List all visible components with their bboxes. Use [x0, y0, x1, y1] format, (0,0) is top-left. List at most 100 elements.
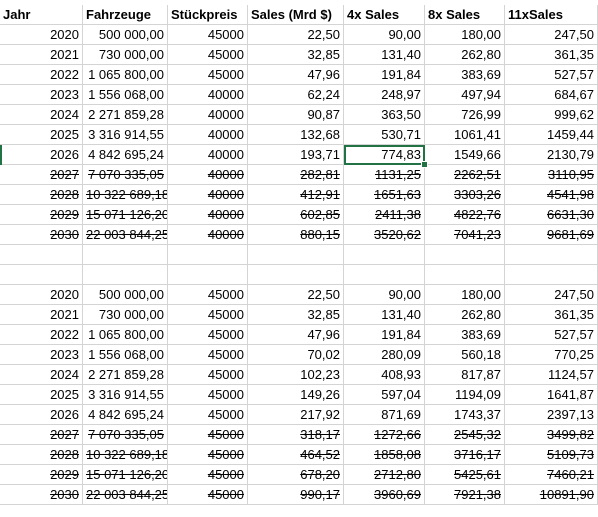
unit-price-cell[interactable]: 45000 — [168, 485, 248, 505]
unit-price-cell[interactable]: 40000 — [168, 105, 248, 125]
sales-cell[interactable]: 217,92 — [248, 405, 344, 425]
vehicles-cell[interactable]: 1 065 800,00 — [83, 65, 168, 85]
sales-11x-cell[interactable]: 361,35 — [505, 305, 598, 325]
sales-4x-cell[interactable]: 191,84 — [344, 65, 425, 85]
vehicles-cell[interactable]: 22 003 844,25 — [83, 225, 168, 245]
empty-cell[interactable] — [425, 265, 505, 285]
year-cell[interactable]: 2021 — [0, 45, 83, 65]
sales-4x-cell[interactable]: 871,69 — [344, 405, 425, 425]
sales-4x-cell[interactable]: 1272,66 — [344, 425, 425, 445]
year-cell[interactable]: 2026 — [0, 145, 83, 165]
vehicles-cell[interactable]: 2 271 859,28 — [83, 105, 168, 125]
year-cell[interactable]: 2023 — [0, 345, 83, 365]
empty-cell[interactable] — [425, 245, 505, 265]
selected-cell[interactable]: 774,83 — [344, 145, 425, 165]
year-cell[interactable]: 2027 — [0, 165, 83, 185]
sales-cell[interactable]: 282,81 — [248, 165, 344, 185]
empty-cell[interactable] — [248, 265, 344, 285]
unit-price-cell[interactable]: 45000 — [168, 425, 248, 445]
sales-8x-cell[interactable]: 383,69 — [425, 65, 505, 85]
sales-4x-cell[interactable]: 363,50 — [344, 105, 425, 125]
sales-8x-cell[interactable]: 1061,41 — [425, 125, 505, 145]
unit-price-cell[interactable]: 45000 — [168, 45, 248, 65]
year-cell[interactable]: 2026 — [0, 405, 83, 425]
sales-cell[interactable]: 678,20 — [248, 465, 344, 485]
header-sales[interactable]: Sales (Mrd $) — [248, 5, 344, 25]
sales-4x-cell[interactable]: 530,71 — [344, 125, 425, 145]
unit-price-cell[interactable]: 45000 — [168, 25, 248, 45]
sales-8x-cell[interactable]: 1549,66 — [425, 145, 505, 165]
sales-4x-cell[interactable]: 408,93 — [344, 365, 425, 385]
sales-8x-cell[interactable]: 180,00 — [425, 25, 505, 45]
year-cell[interactable]: 2024 — [0, 365, 83, 385]
sales-8x-cell[interactable]: 262,80 — [425, 305, 505, 325]
unit-price-cell[interactable]: 40000 — [168, 125, 248, 145]
empty-cell[interactable] — [83, 265, 168, 285]
sales-8x-cell[interactable]: 383,69 — [425, 325, 505, 345]
unit-price-cell[interactable]: 45000 — [168, 445, 248, 465]
sales-cell[interactable]: 464,52 — [248, 445, 344, 465]
unit-price-cell[interactable]: 40000 — [168, 205, 248, 225]
vehicles-cell[interactable]: 4 842 695,24 — [83, 405, 168, 425]
unit-price-cell[interactable]: 40000 — [168, 165, 248, 185]
unit-price-cell[interactable]: 45000 — [168, 325, 248, 345]
vehicles-cell[interactable]: 4 842 695,24 — [83, 145, 168, 165]
sales-11x-cell[interactable]: 247,50 — [505, 285, 598, 305]
sales-4x-cell[interactable]: 1858,08 — [344, 445, 425, 465]
sales-11x-cell[interactable]: 247,50 — [505, 25, 598, 45]
year-cell[interactable]: 2025 — [0, 385, 83, 405]
sales-11x-cell[interactable]: 10891,90 — [505, 485, 598, 505]
empty-cell[interactable] — [344, 265, 425, 285]
vehicles-cell[interactable]: 1 556 068,00 — [83, 345, 168, 365]
sales-8x-cell[interactable]: 1743,37 — [425, 405, 505, 425]
sales-11x-cell[interactable]: 684,67 — [505, 85, 598, 105]
vehicles-cell[interactable]: 2 271 859,28 — [83, 365, 168, 385]
sales-cell[interactable]: 62,24 — [248, 85, 344, 105]
sales-11x-cell[interactable]: 527,57 — [505, 65, 598, 85]
unit-price-cell[interactable]: 40000 — [168, 85, 248, 105]
vehicles-cell[interactable]: 500 000,00 — [83, 285, 168, 305]
sales-4x-cell[interactable]: 1651,63 — [344, 185, 425, 205]
sales-4x-cell[interactable]: 191,84 — [344, 325, 425, 345]
unit-price-cell[interactable]: 45000 — [168, 385, 248, 405]
sales-4x-cell[interactable]: 131,40 — [344, 45, 425, 65]
sales-11x-cell[interactable]: 4541,98 — [505, 185, 598, 205]
year-cell[interactable]: 2020 — [0, 25, 83, 45]
year-cell[interactable]: 2029 — [0, 205, 83, 225]
empty-cell[interactable] — [344, 245, 425, 265]
sales-cell[interactable]: 90,87 — [248, 105, 344, 125]
sales-11x-cell[interactable]: 7460,21 — [505, 465, 598, 485]
year-cell[interactable]: 2025 — [0, 125, 83, 145]
header-jahr[interactable]: Jahr — [0, 5, 83, 25]
year-cell[interactable]: 2028 — [0, 445, 83, 465]
sales-cell[interactable]: 22,50 — [248, 25, 344, 45]
sales-cell[interactable]: 47,96 — [248, 65, 344, 85]
vehicles-cell[interactable]: 10 322 689,18 — [83, 445, 168, 465]
sales-8x-cell[interactable]: 817,87 — [425, 365, 505, 385]
sales-4x-cell[interactable]: 1131,25 — [344, 165, 425, 185]
sales-11x-cell[interactable]: 1124,57 — [505, 365, 598, 385]
header-fahrzeuge[interactable]: Fahrzeuge — [83, 5, 168, 25]
vehicles-cell[interactable]: 730 000,00 — [83, 45, 168, 65]
sales-cell[interactable]: 318,17 — [248, 425, 344, 445]
sales-11x-cell[interactable]: 6631,30 — [505, 205, 598, 225]
vehicles-cell[interactable]: 3 316 914,55 — [83, 385, 168, 405]
sales-4x-cell[interactable]: 3960,69 — [344, 485, 425, 505]
sales-4x-cell[interactable]: 248,97 — [344, 85, 425, 105]
sales-cell[interactable]: 32,85 — [248, 45, 344, 65]
vehicles-cell[interactable]: 3 316 914,55 — [83, 125, 168, 145]
empty-cell[interactable] — [248, 245, 344, 265]
unit-price-cell[interactable]: 40000 — [168, 225, 248, 245]
vehicles-cell[interactable]: 22 003 844,25 — [83, 485, 168, 505]
unit-price-cell[interactable]: 45000 — [168, 465, 248, 485]
empty-cell[interactable] — [168, 245, 248, 265]
sales-11x-cell[interactable]: 527,57 — [505, 325, 598, 345]
vehicles-cell[interactable]: 15 071 126,20 — [83, 465, 168, 485]
sales-11x-cell[interactable]: 5109,73 — [505, 445, 598, 465]
sales-8x-cell[interactable]: 7921,38 — [425, 485, 505, 505]
sales-8x-cell[interactable]: 2262,51 — [425, 165, 505, 185]
sales-8x-cell[interactable]: 497,94 — [425, 85, 505, 105]
sales-cell[interactable]: 880,15 — [248, 225, 344, 245]
sales-11x-cell[interactable]: 1641,87 — [505, 385, 598, 405]
sales-8x-cell[interactable]: 262,80 — [425, 45, 505, 65]
